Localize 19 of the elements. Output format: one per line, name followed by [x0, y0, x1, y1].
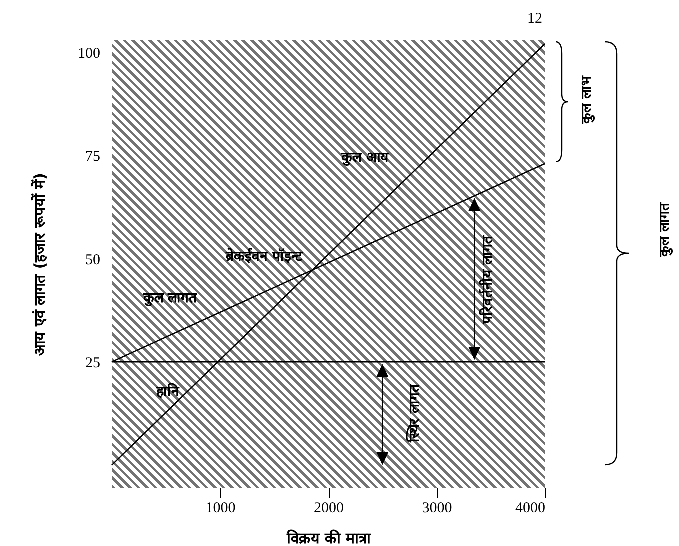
y-tick-label: 50 — [86, 252, 100, 268]
y-axis-title: आय एवं लागत (हजार रूपयों में) — [31, 173, 49, 356]
text: कुल लागत — [657, 202, 674, 258]
x-axis-title: विक्रय की मात्रा — [286, 530, 372, 546]
y-tick-label: 75 — [86, 149, 100, 166]
series-label: कुल आय — [340, 150, 390, 168]
y-tick-label: 100 — [78, 46, 100, 62]
y-tick-label: 25 — [86, 356, 100, 372]
x-tick-label: 3000 — [422, 500, 452, 516]
annotation: ब्रेकईवन पॉइन्ट — [224, 248, 304, 266]
x-tick-label: 2000 — [314, 500, 344, 516]
text: 12 — [528, 11, 542, 27]
x-tick-label: 4000 — [516, 500, 546, 516]
series-label: कुल लागत — [142, 290, 198, 308]
text: कुल लाभ — [579, 75, 596, 125]
x-tick-label: 1000 — [206, 500, 236, 516]
ref-line-label: स्थिर लागत — [406, 384, 424, 444]
annotation: हानि — [156, 383, 180, 400]
annotation: परिवर्तनीय लागत — [479, 235, 496, 325]
